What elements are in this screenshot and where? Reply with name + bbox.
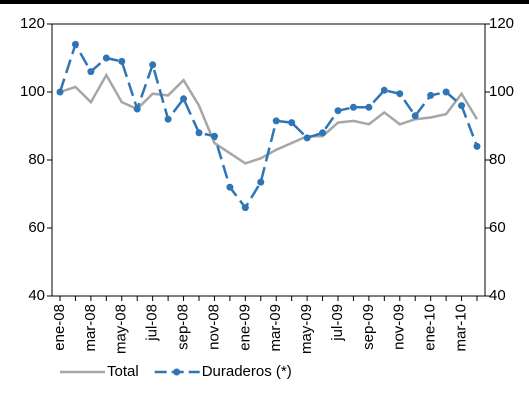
point (56, 88, 64, 96)
point (195, 129, 203, 137)
y-tick-label: 100 (20, 83, 45, 100)
point (380, 86, 388, 94)
point (118, 57, 126, 65)
point (87, 68, 95, 76)
point (210, 132, 218, 140)
point (288, 119, 296, 127)
legend-item: Duraderos (*) (154, 363, 292, 380)
x-tick-label: ene-08 (51, 304, 68, 351)
point (411, 112, 419, 120)
x-tick-label: may-09 (298, 304, 315, 354)
point (241, 204, 249, 212)
point (164, 115, 172, 123)
x-tick-label: nov-09 (391, 304, 408, 350)
y2-tick-label: 80 (489, 151, 506, 168)
point (226, 183, 234, 191)
legend-label: Duraderos (*) (202, 363, 292, 380)
x-tick-label: sep-09 (360, 304, 377, 350)
x-tick-label: mar-10 (453, 304, 470, 352)
x-tick-label: ene-10 (422, 304, 439, 351)
point (257, 178, 265, 186)
y-tick-label: 120 (20, 15, 45, 32)
point (319, 129, 327, 137)
point (102, 54, 110, 62)
x-tick-label: mar-09 (267, 304, 284, 352)
x-tick-label: nov-08 (205, 304, 222, 350)
x-tick-label: jul-08 (144, 304, 161, 342)
x-tick-label: sep-08 (175, 304, 192, 350)
x-tick-label: may-08 (113, 304, 130, 354)
y-tick-label: 60 (28, 219, 45, 236)
y2-tick-label: 120 (489, 15, 514, 32)
point (272, 117, 280, 125)
y-tick-label: 80 (28, 151, 45, 168)
series-line (58, 41, 479, 210)
point (458, 102, 466, 110)
legend-marker (173, 368, 181, 376)
x-tick-label: jul-09 (329, 304, 346, 342)
y2-tick-label: 100 (489, 83, 514, 100)
legend-label: Total (107, 363, 139, 380)
legend-item: Total (60, 363, 139, 380)
point (180, 95, 188, 103)
plot-frame (51, 23, 486, 297)
top-rule (0, 0, 529, 4)
point (473, 142, 481, 150)
point (71, 40, 79, 48)
point (396, 90, 404, 98)
point (149, 61, 157, 69)
point (365, 103, 373, 111)
x-tick-label: ene-09 (236, 304, 253, 351)
y-tick-label: 40 (28, 287, 45, 304)
point (334, 107, 342, 115)
point (303, 134, 311, 142)
point (133, 105, 141, 113)
y2-tick-label: 40 (489, 287, 506, 304)
x-tick-label: mar-08 (82, 304, 99, 352)
point (442, 88, 450, 96)
point (427, 91, 435, 99)
point (349, 103, 357, 111)
y2-tick-label: 60 (489, 219, 506, 236)
